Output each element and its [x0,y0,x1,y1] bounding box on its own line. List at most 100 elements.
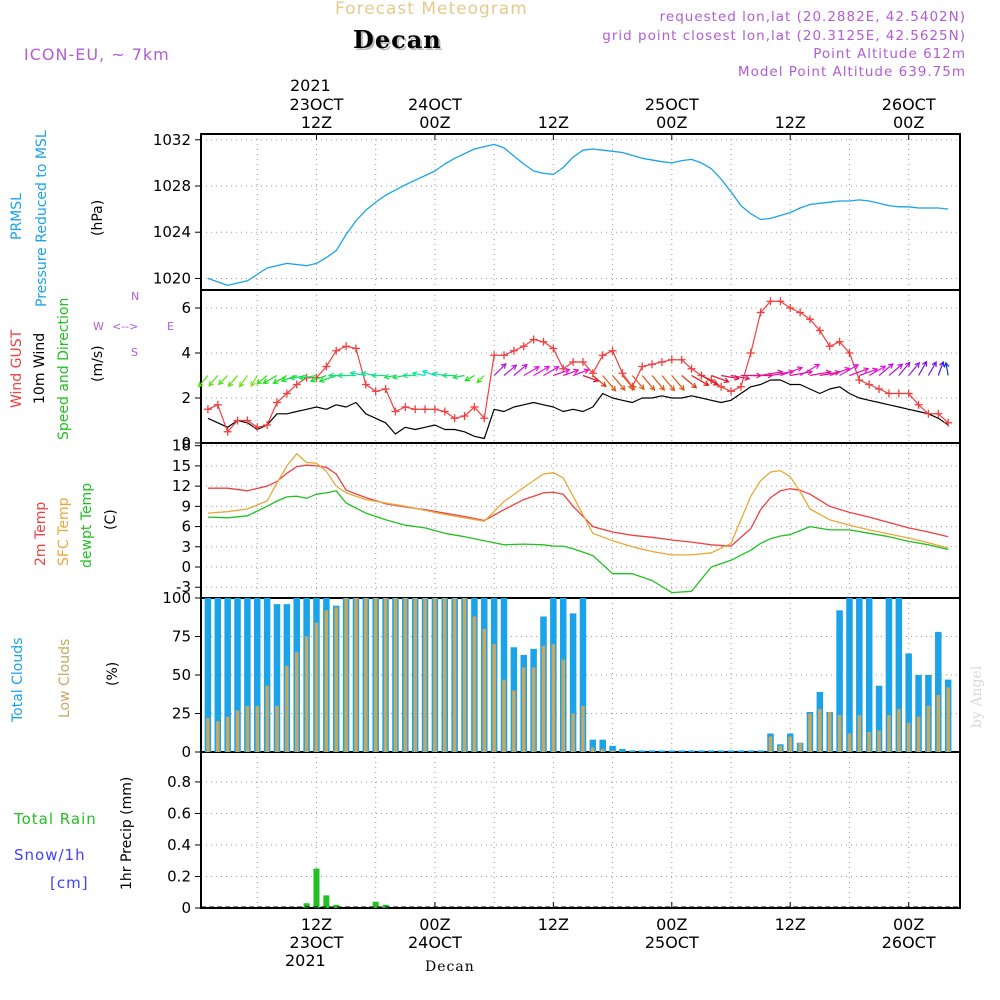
wind-arrow-shaft [612,375,626,391]
wind-arrow-head [280,376,287,383]
total-cloud-bar [717,750,725,752]
low-cloud-bar [768,736,773,752]
ytick-label-precip: 0.6 [167,804,191,822]
wind-arrow-head [327,372,334,379]
ytick-label-wind: 2 [181,389,191,407]
wind-arrow-head [476,377,483,384]
wind-arrow-shaft [228,375,238,387]
low-cloud-bar [225,716,230,752]
low-cloud-bar [581,705,585,752]
wind-arrow-shaft [250,375,258,387]
ytick-label-precip: 0.2 [167,867,191,885]
time-label-bottom-day: 25OCT [645,933,699,952]
low-cloud-bar [541,645,546,752]
wind-arrow-shaft [711,374,729,383]
wind-arrow-head [544,365,551,372]
low-cloud-bar [531,667,536,752]
wind-arrow-shaft [829,367,850,377]
total-cloud-bar [856,598,863,752]
ytick-label-temperature: 15 [172,457,191,475]
low-cloud-bar [443,598,447,752]
low-cloud-bar [245,705,250,752]
wind-arrow-shaft [651,375,665,391]
low-cloud-bar [314,622,319,752]
low-cloud-bar [304,636,309,752]
total-cloud-bar [629,750,636,752]
wind-arrow-head [401,372,408,379]
wind-arrow-head [619,385,626,392]
wind-arrow-head [309,376,316,383]
total-cloud-bar [234,598,241,752]
sfc-temp-line [207,453,949,556]
ytick-label-wind: 6 [181,299,191,317]
wind-arrow-head [943,361,950,368]
wind-arrow-head [289,374,296,381]
top-year-label: 2021 [290,76,331,95]
wind-arrow-shaft [533,365,550,377]
low-cloud-bar [206,718,210,752]
ytick-label-pressure: 1024 [153,223,191,241]
forecast-title: Forecast Meteogram [335,0,528,19]
total-cloud-bar [638,750,646,752]
wind-arrow-shaft [730,374,750,380]
total-cloud-bar [708,750,715,752]
wind-arrow-head [318,377,325,383]
wind-arrow-head [411,371,418,377]
time-label-bottom-day: 24OCT [408,933,462,952]
wind-arrow-head [573,368,580,375]
low-cloud-bar [324,610,329,752]
wind-arrow-head [383,373,390,380]
wind-arrow-head [880,365,887,371]
wind-arrow-shaft [310,374,327,382]
wind-arrow-shaft [256,375,268,385]
footer-location: Decan [425,959,475,975]
requested-coords: requested lon,lat (20.2882E, 42.5402N) [659,9,966,25]
wind-arrow-head [610,385,617,392]
rain-bar [303,903,310,908]
total-cloud-bar [737,750,745,752]
wind-arrow-shaft [319,374,337,383]
rain-bar [372,901,379,908]
total-cloud-bar [648,750,656,752]
time-label-top-day: 24OCT [408,95,462,114]
compass-s: S [131,346,138,359]
time-label-bottom-day: 26OCT [882,933,936,952]
wind-arrow-shaft [790,371,813,377]
low-cloud-bar [610,750,615,752]
wind-arrow-head [500,362,507,369]
wind-arrow-head [744,375,751,381]
wind-arrow-shaft [661,375,675,391]
low-cloud-bar [364,598,368,752]
wind-arrow-head [639,384,645,391]
ytick-label-clouds: 75 [172,628,191,646]
ytick-label-precip: 0 [181,899,191,917]
wind-arrow-shaft [592,375,607,387]
wind-arrow-head [511,364,518,371]
ytick-label-wind: 4 [181,344,191,362]
total-cloud-bar [214,598,222,752]
wind-arrow-head [583,368,590,375]
low-cloud-bar [482,628,487,752]
ytick-label-temperature: 0 [181,558,191,576]
total-cloud-bar [875,685,883,752]
wind-arrow-shaft [908,362,920,376]
wind-arrow-shaft [543,366,559,377]
ytick-label-pressure: 1020 [153,269,191,287]
low-cloud-bar [354,598,358,752]
wind-arrow-shaft [937,361,944,376]
wind-arrow-shaft [239,375,248,387]
wind-arrow-head [723,377,730,384]
wind-arrow-shaft [878,363,894,376]
low-cloud-bar [798,742,802,752]
wind-10m-line [207,379,949,440]
low-cloud-bar [413,598,417,752]
wind-arrow-head [553,366,560,372]
low-cloud-bar [837,715,842,752]
total-cloud-bar [204,598,212,752]
compass-w: W [93,320,104,333]
wind-arrow-head [659,385,666,392]
total-cloud-bar [846,598,853,752]
rain-bar [313,868,320,908]
time-label-bottom-hour: 00Z [419,915,450,934]
time-label-top-hour: 00Z [656,113,687,132]
